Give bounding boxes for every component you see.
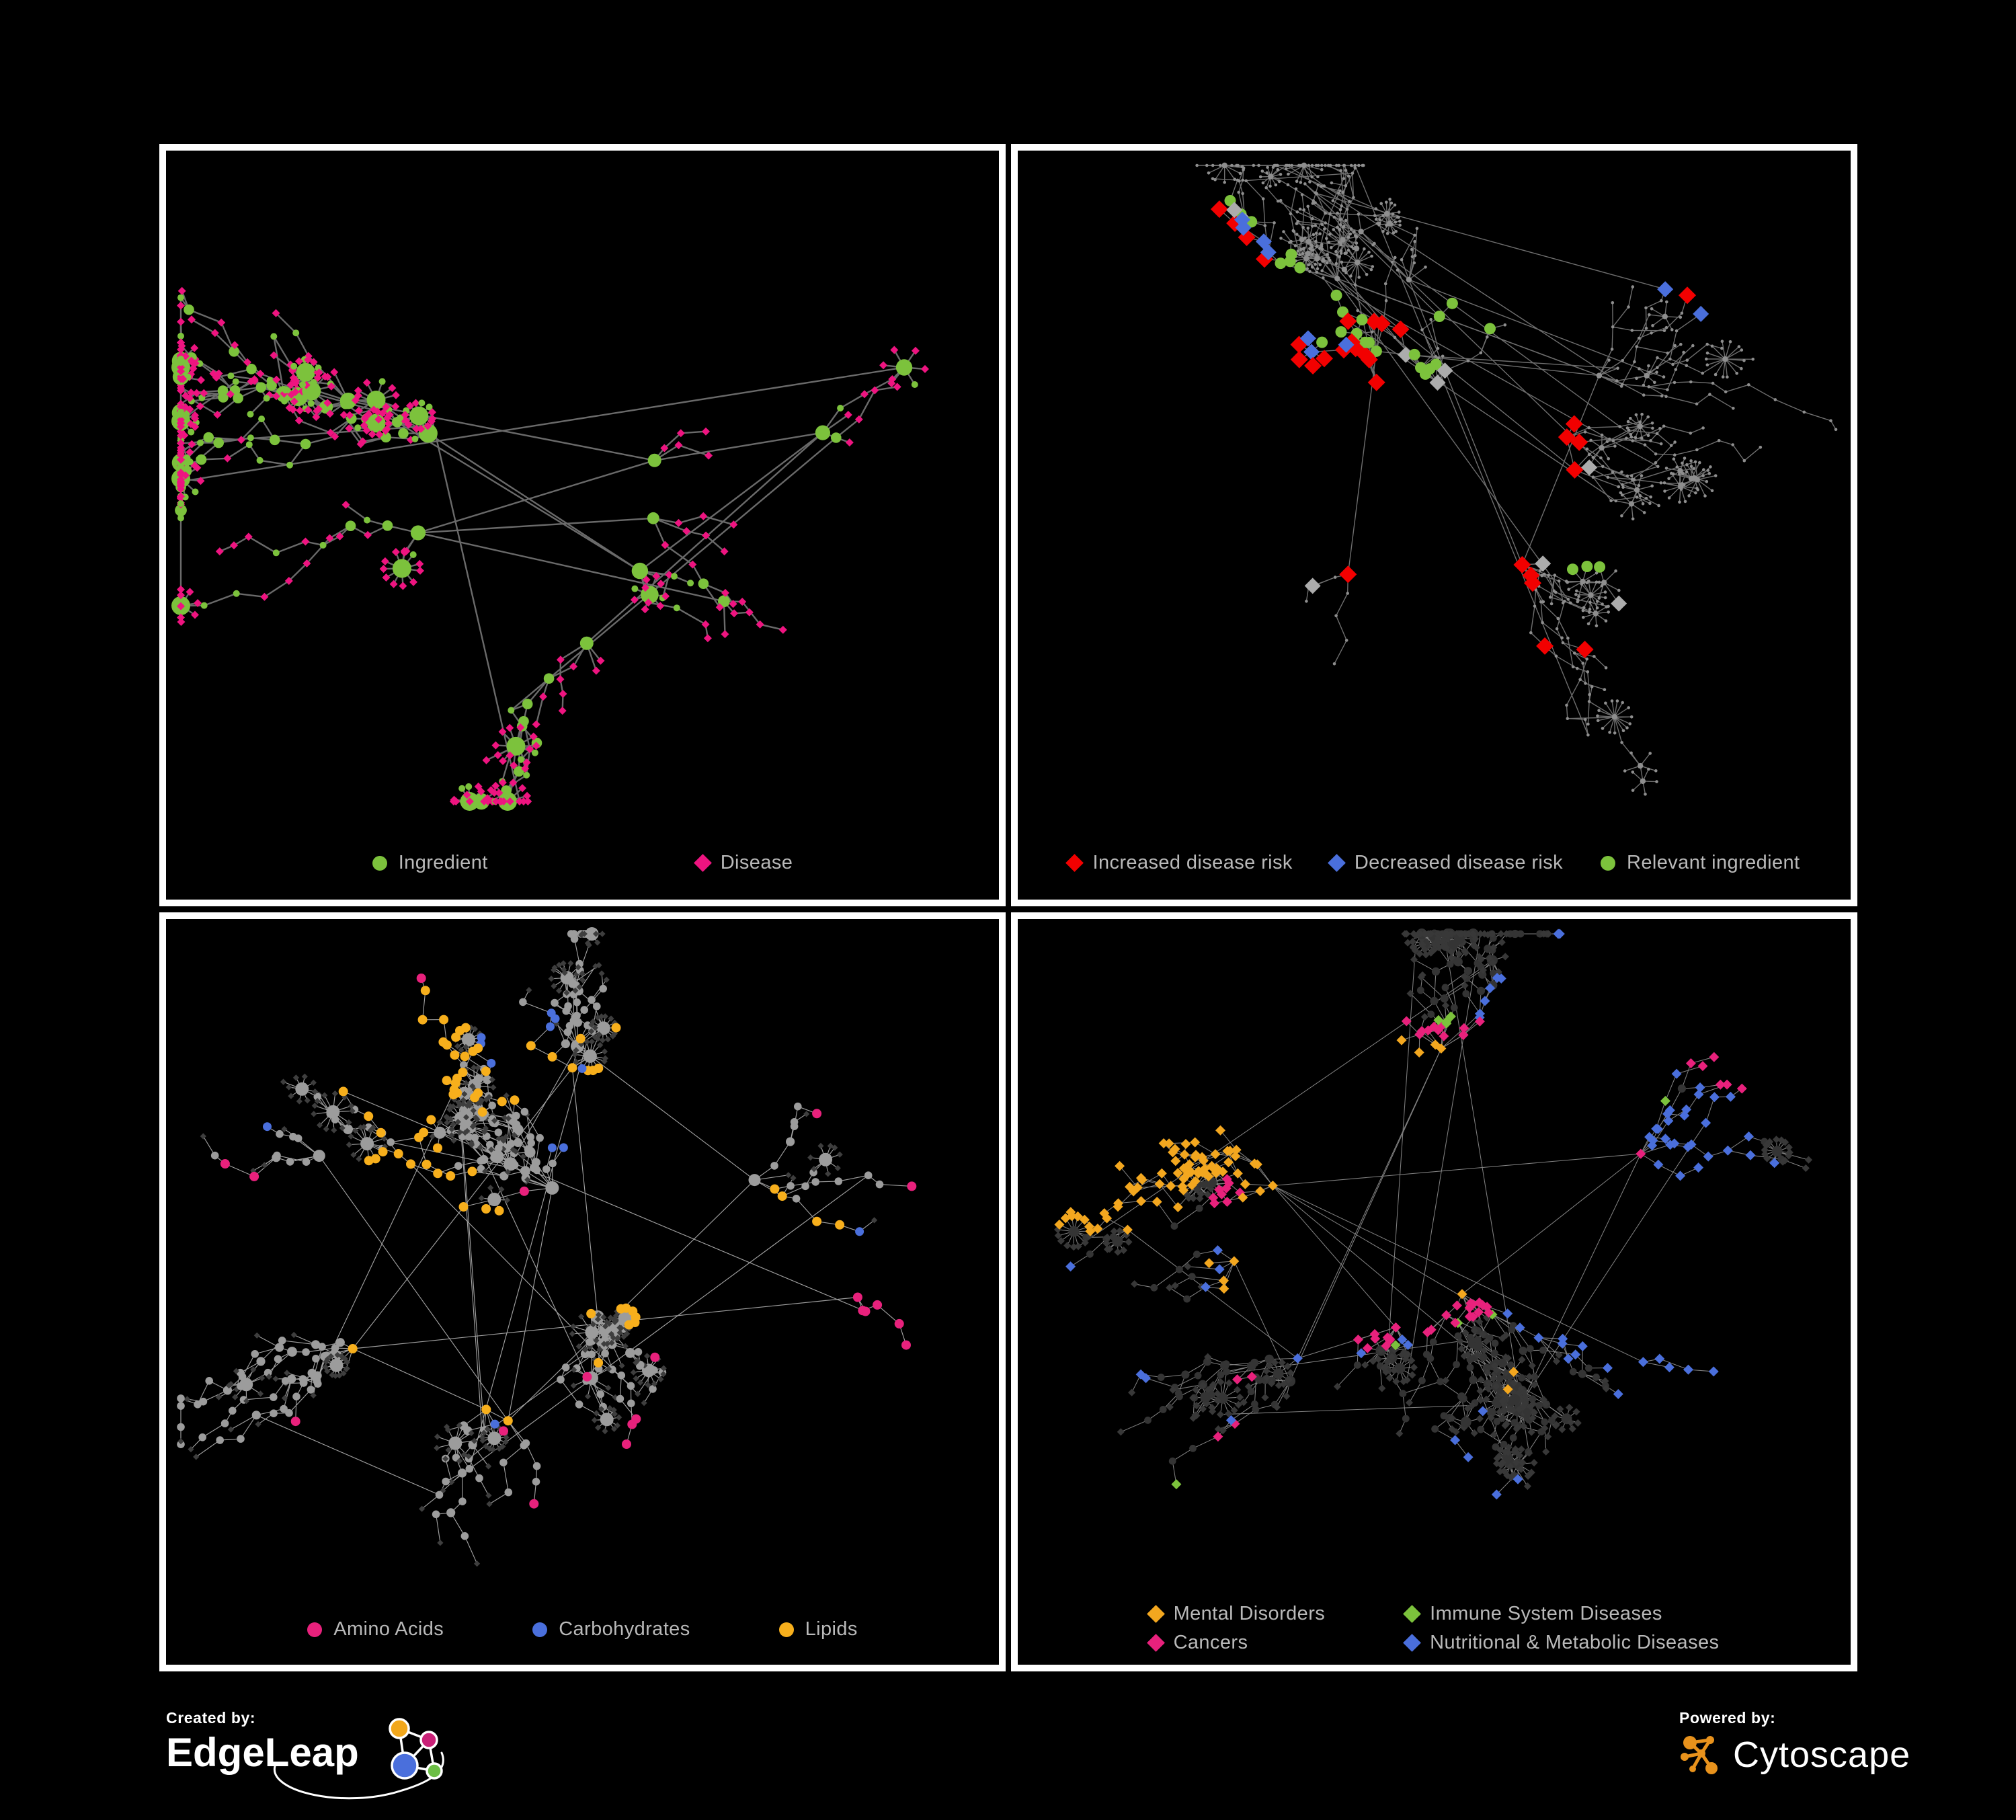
carbohydrates-legend-marker-icon xyxy=(532,1622,548,1637)
relevant-ingredient-legend-marker-icon xyxy=(1601,855,1616,871)
legend-label: Increased disease risk xyxy=(1092,852,1293,873)
legend-label: Amino Acids xyxy=(333,1618,444,1640)
legend-ingredient-disease: Ingredient Disease xyxy=(166,852,999,874)
legend-item-cancers: Cancers xyxy=(1146,1632,1326,1654)
legend-label: Immune System Diseases xyxy=(1430,1603,1662,1624)
mental-disorders-legend-marker-icon xyxy=(1146,1605,1165,1623)
legend-label: Cancers xyxy=(1173,1632,1248,1653)
legend-item-amino-acids: Amino Acids xyxy=(307,1618,444,1640)
increased-risk-legend-marker-icon xyxy=(1065,854,1084,872)
legend-item-increased-risk: Increased disease risk xyxy=(1065,852,1293,874)
legend-disease-risk: Increased disease risk Decreased disease… xyxy=(1018,852,1851,874)
legend-label: Carbohydrates xyxy=(559,1618,690,1640)
legend-item-lipids: Lipids xyxy=(778,1618,858,1640)
decreased-risk-legend-marker-icon xyxy=(1327,854,1346,872)
panel-nutrient-classes: Amino Acids Carbohydrates Lipids xyxy=(159,912,1006,1671)
disease-legend-marker-icon xyxy=(693,854,712,872)
network-nutrient-classes xyxy=(177,927,917,1567)
legend-disease-classes: Mental Disorders Immune System Diseases … xyxy=(1018,1603,1851,1654)
panel-disease-classes: Mental Disorders Immune System Diseases … xyxy=(1011,912,1857,1671)
legend-nutrient-classes: Amino Acids Carbohydrates Lipids xyxy=(166,1618,999,1640)
cytoscape-network-icon xyxy=(1681,1736,1718,1774)
powered-by-label: Powered by: xyxy=(1679,1709,1776,1727)
network-ingredient-disease xyxy=(171,286,929,811)
edgeleap-network-icon xyxy=(274,1718,444,1800)
network-disease-classes xyxy=(1054,928,1813,1500)
cancers-legend-marker-icon xyxy=(1146,1634,1165,1652)
legend-label: Relevant ingredient xyxy=(1627,852,1800,873)
legend-item-decreased-risk: Decreased disease risk xyxy=(1327,852,1564,874)
immune-diseases-legend-marker-icon xyxy=(1403,1605,1422,1623)
legend-label: Decreased disease risk xyxy=(1354,852,1564,873)
cytoscape-logo: Powered by: Cytoscape xyxy=(1679,1709,1910,1778)
legend-item-disease: Disease xyxy=(693,852,793,874)
legend-item-immune-system-diseases: Immune System Diseases xyxy=(1403,1603,1719,1625)
legend-item-relevant-ingredient: Relevant ingredient xyxy=(1601,852,1800,874)
nutritional-metabolic-legend-marker-icon xyxy=(1403,1634,1422,1652)
legend-item-ingredient: Ingredient xyxy=(372,852,488,874)
amino-acids-legend-marker-icon xyxy=(307,1622,323,1637)
panel-ingredient-disease: Ingredient Disease xyxy=(159,144,1006,906)
lipids-legend-marker-icon xyxy=(778,1622,794,1637)
legend-item-carbohydrates: Carbohydrates xyxy=(532,1618,690,1640)
panel-disease-risk: Increased disease risk Decreased disease… xyxy=(1011,144,1857,906)
network-disease-risk xyxy=(1195,162,1838,796)
legend-label: Lipids xyxy=(805,1618,858,1640)
legend-label: Mental Disorders xyxy=(1173,1603,1326,1624)
edgeleap-logo: Created by: EdgeLeap xyxy=(166,1709,444,1800)
legend-label: Nutritional & Metabolic Diseases xyxy=(1430,1632,1720,1653)
legend-label: Disease xyxy=(720,852,793,873)
legend-item-mental-disorders: Mental Disorders xyxy=(1146,1603,1326,1625)
edgeleap-wordmark: EdgeLeap xyxy=(166,1730,359,1775)
created-by-label: Created by: xyxy=(166,1709,256,1727)
legend-item-nutritional-metabolic-diseases: Nutritional & Metabolic Diseases xyxy=(1403,1632,1720,1654)
legend-label: Ingredient xyxy=(398,852,488,873)
cytoscape-wordmark: Cytoscape xyxy=(1733,1735,1911,1775)
ingredient-legend-marker-icon xyxy=(372,855,387,871)
